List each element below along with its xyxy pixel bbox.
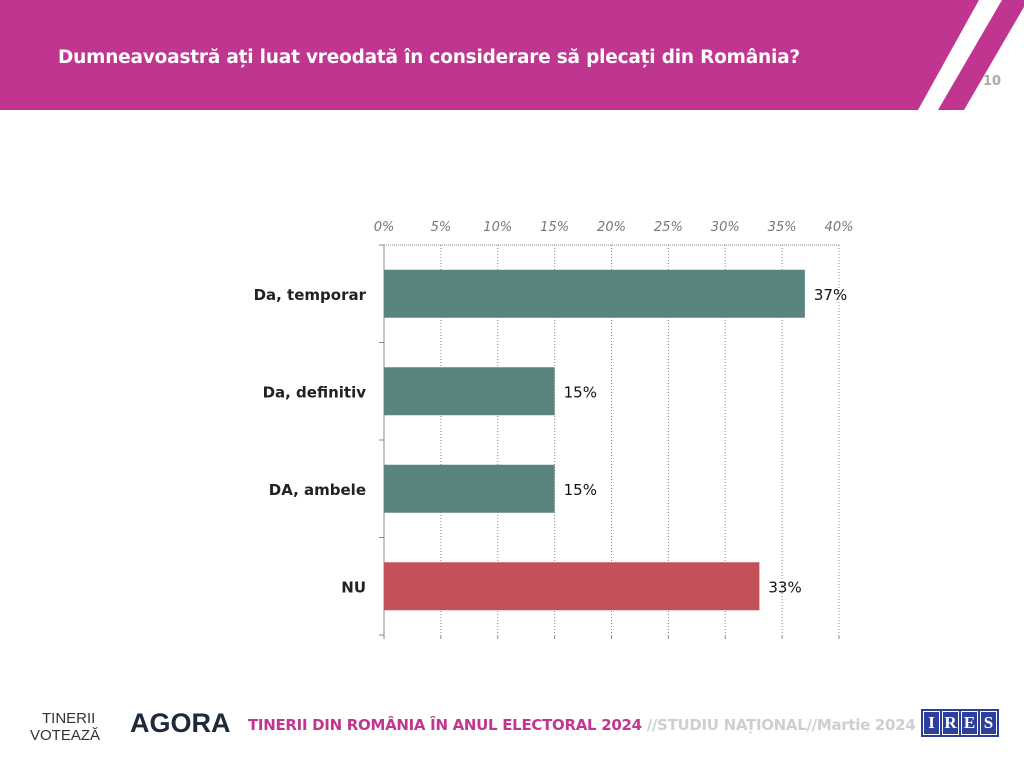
bar [384,562,760,611]
page-number: 10 [983,74,1002,89]
footer-subtitle: //STUDIU NAȚIONAL//Martie 2024 [641,716,916,734]
category-label: Da, definitiv [263,383,367,401]
data-label: 15% [564,481,597,499]
logo-ires: I R E S [921,709,999,737]
data-label: 33% [768,578,801,596]
header-band [0,0,1024,110]
x-tick-label: 10% [483,220,512,235]
logo-agora: AGORA [130,708,231,738]
category-label: NU [341,578,366,596]
header-band-stripe [938,0,1024,110]
logo-tinerii-line2: VOTEAZĂ [30,727,101,744]
logo-ires-letter: I [923,711,940,735]
logo-ires-letter: E [961,711,978,735]
bar [384,464,555,513]
x-tick-label: 15% [540,220,569,235]
x-tick-label: 30% [711,220,740,235]
footer-title: TINERII DIN ROMÂNIA ÎN ANUL ELECTORAL 20… [248,716,642,734]
x-tick-label: 40% [825,220,854,235]
category-label: Da, temporar [254,286,367,304]
x-tick-label: 25% [654,220,683,235]
header-band-main [0,0,979,110]
logo-ires-letter: S [980,711,997,735]
logo-tinerii-line1: TINERII [42,710,96,727]
data-label: 15% [564,383,597,401]
data-label: 37% [814,286,847,304]
x-tick-label: 0% [374,220,395,235]
footer-text: TINERII DIN ROMÂNIA ÎN ANUL ELECTORAL 20… [248,716,916,734]
bar [384,367,555,416]
bar [384,269,805,318]
logo-tinerii-voteaza: TINERII VOTEAZĂ [30,710,100,744]
x-tick-label: 5% [431,220,452,235]
x-tick-label: 20% [597,220,626,235]
x-tick-label: 35% [768,220,797,235]
category-label: DA, ambele [269,481,366,499]
logo-ires-letter: R [942,711,959,735]
bar-chart: 0% 5% 10% 15% 20% 25% 30% 35% 40% Da, temporar 37%… [254,220,854,639]
page-title: Dumneavoastră ați luat vreodată în consi… [58,47,800,68]
